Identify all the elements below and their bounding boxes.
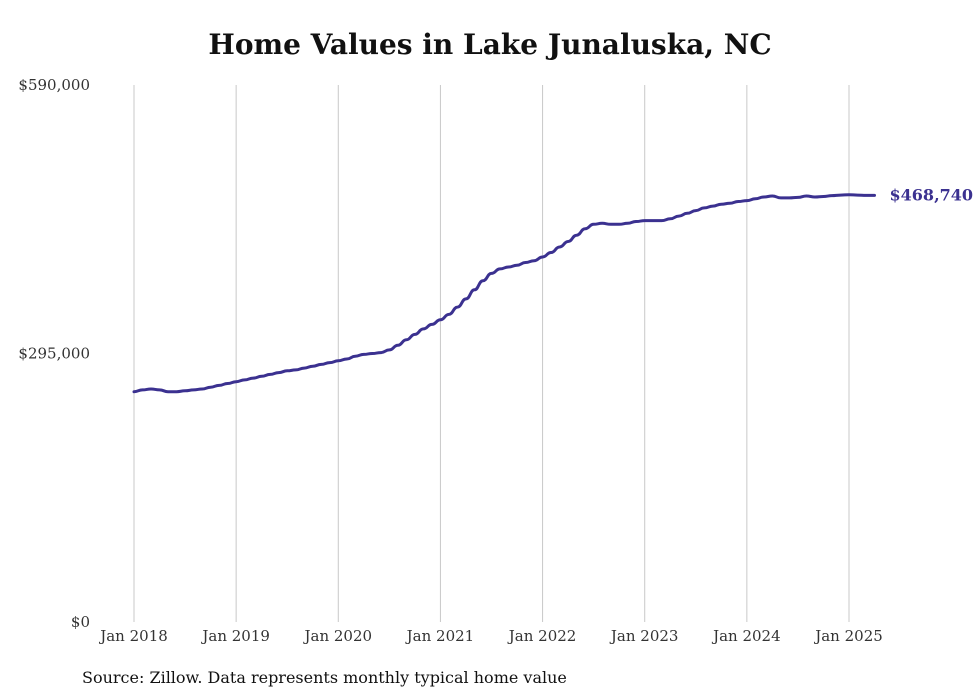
end-value-label: $468,740 bbox=[890, 185, 974, 204]
x-tick-label: Jan 2019 bbox=[200, 627, 270, 645]
x-tick-label: Jan 2024 bbox=[711, 627, 781, 645]
x-tick-label: Jan 2021 bbox=[405, 627, 475, 645]
x-tick-label: Jan 2018 bbox=[98, 627, 168, 645]
source-note: Source: Zillow. Data represents monthly … bbox=[82, 668, 567, 687]
x-tick-label: Jan 2022 bbox=[507, 627, 577, 645]
x-tick-label: Jan 2025 bbox=[813, 627, 883, 645]
chart-title: Home Values in Lake Junaluska, NC bbox=[208, 28, 772, 61]
x-tick-label: Jan 2020 bbox=[303, 627, 373, 645]
y-tick-label: $590,000 bbox=[18, 76, 90, 94]
y-tick-label: $295,000 bbox=[18, 345, 90, 363]
x-tick-label: Jan 2023 bbox=[609, 627, 679, 645]
y-tick-label: $0 bbox=[71, 613, 90, 631]
series-line bbox=[132, 193, 876, 394]
